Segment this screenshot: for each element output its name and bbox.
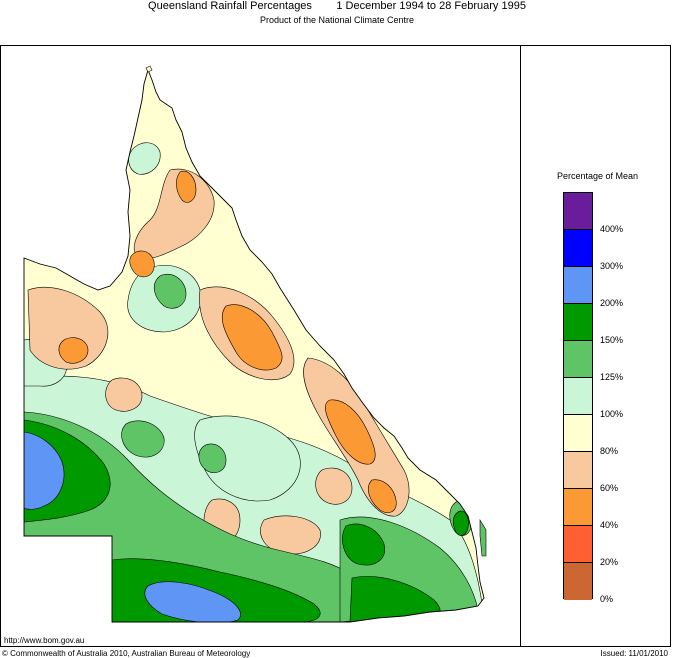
map-frame [0,45,671,647]
legend-label-20pct: 20% [600,557,619,567]
region-light-green-cape [128,142,161,175]
legend-title: Percentage of Mean [556,171,639,181]
legend-swatch-125pct [564,341,592,378]
queensland-rainfall-map [23,65,487,623]
region-peach-west [105,377,143,412]
legend-label-100pct: 100% [600,409,624,419]
region-dark-green-coast [452,510,469,536]
region-peach-mid [315,467,353,505]
issued-date: Issued: 11/01/2010 [600,649,668,658]
legend-label-200pct: 200% [600,298,624,308]
copyright-notice: © Commonwealth of Australia 2010, Austra… [2,649,251,658]
region-orange-cape [176,170,197,203]
legend-label-300pct: 300% [600,261,624,271]
legend-color-bar [563,192,593,600]
island-fraser [479,518,487,557]
contour-regions [24,142,484,622]
legend-swatch-400pct [564,193,592,230]
legend-label-0pct: 0% [600,594,614,604]
legend-swatch-150pct [564,304,592,341]
source-url[interactable]: http://www.bom.gov.au [4,636,85,645]
legend-swatch-100pct [564,378,592,415]
legend-divider [520,45,521,647]
region-dark-green-se [342,523,385,566]
region-orange-coast2 [368,479,397,513]
region-mid-green-central [121,420,165,458]
map-title: Queensland Rainfall Percentages 1 Decemb… [148,0,526,12]
legend-swatch-200pct [564,267,592,304]
legend-swatch-0pct [564,563,592,600]
region-orange-coast [325,399,376,465]
map-subtitle: Product of the National Climate Centre [259,15,415,25]
legend-label-40pct: 40% [600,520,619,530]
legend-swatch-300pct [564,230,592,267]
legend-swatch-20pct [564,526,592,563]
legend-swatch-80pct [564,415,592,452]
region-peach-south [260,515,321,555]
legend-label-400pct: 400% [600,224,624,234]
island-torres-strait [145,65,153,73]
legend-swatch-60pct [564,452,592,489]
region-mid-green-mid [198,443,227,473]
legend-label-125pct: 125% [600,372,624,382]
region-orange-gulf [58,337,89,364]
legend-label-60pct: 60% [600,483,619,493]
legend-swatch-40pct [564,489,592,526]
region-blue-west [24,431,65,510]
legend-label-150pct: 150% [600,335,624,345]
legend-label-80pct: 80% [600,446,619,456]
region-blue-south [144,581,241,622]
region-orange-central [221,304,283,371]
region-mid-green-north [153,274,187,309]
region-orange-north [129,250,155,278]
